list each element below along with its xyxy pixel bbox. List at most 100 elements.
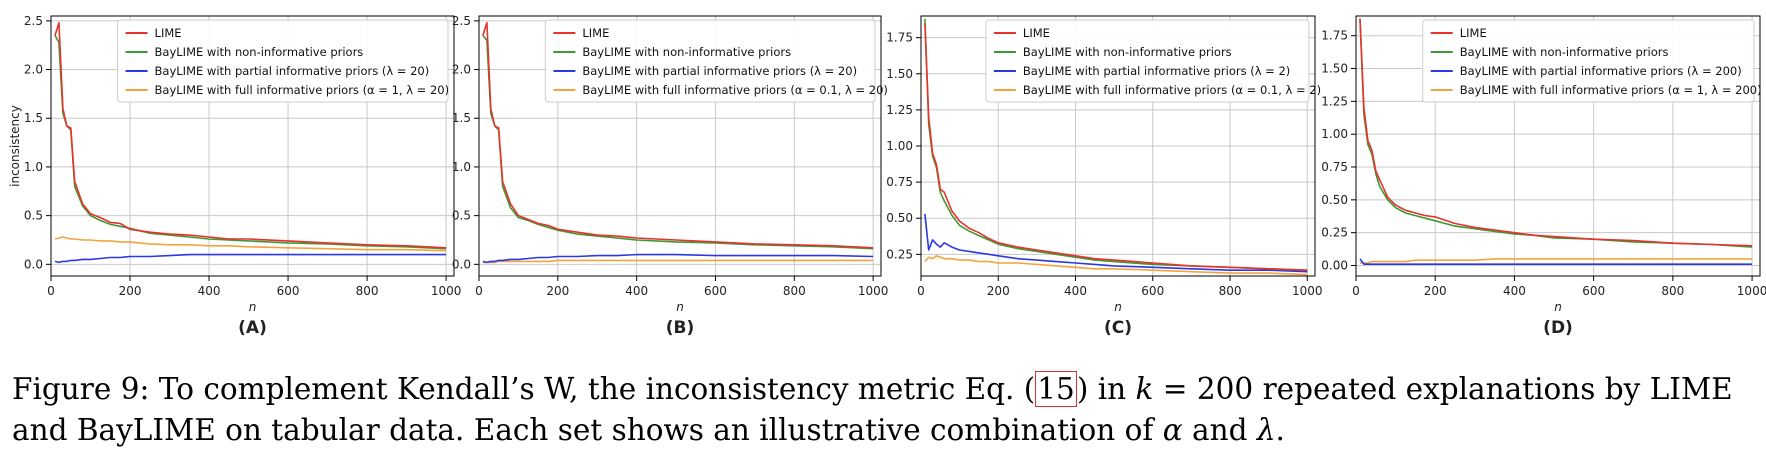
panel-label: (A) bbox=[238, 318, 267, 338]
x-tick-label: 800 bbox=[1661, 284, 1684, 298]
y-tick-label: 1.0 bbox=[24, 160, 43, 174]
x-tick-label: 400 bbox=[1503, 284, 1526, 298]
y-tick-label: 1.00 bbox=[1321, 127, 1348, 141]
legend-label-partial: BayLIME with partial informative priors … bbox=[1023, 64, 1290, 78]
x-tick-label: 0 bbox=[475, 284, 483, 298]
y-tick-label: 1.25 bbox=[1321, 94, 1348, 108]
caption-equals: = 200 repeated explanations by LIME and … bbox=[12, 372, 1733, 447]
series-line-partial bbox=[1359, 258, 1753, 266]
legend-label-partial: BayLIME with partial informative priors … bbox=[582, 64, 857, 78]
x-tick-label: 200 bbox=[546, 284, 569, 298]
y-tick-label: 0.75 bbox=[1321, 160, 1348, 174]
series-line-full bbox=[1360, 258, 1753, 264]
y-axis-label: inconsistency bbox=[8, 105, 22, 187]
y-tick-label: 0.50 bbox=[1321, 193, 1348, 207]
series-line-lime bbox=[54, 21, 447, 249]
plot-frame bbox=[50, 15, 455, 277]
y-tick-label: 2.0 bbox=[24, 63, 43, 77]
y-tick-label: 1.75 bbox=[886, 31, 913, 45]
x-tick-label: 800 bbox=[1219, 284, 1242, 298]
series-line-partial bbox=[482, 253, 874, 264]
y-tick-label: 0.5 bbox=[24, 209, 43, 223]
x-tick-label: 600 bbox=[277, 284, 300, 298]
series-line-noninf bbox=[482, 34, 874, 250]
caption-middle: ) in bbox=[1076, 372, 1136, 406]
x-tick-label: 600 bbox=[704, 284, 727, 298]
equation-reference-link[interactable]: 15 bbox=[1035, 371, 1077, 407]
legend-label-full: BayLIME with full informative priors (α … bbox=[1023, 83, 1321, 97]
y-tick-label: 1.50 bbox=[1321, 62, 1348, 76]
x-axis-label: n bbox=[249, 300, 257, 314]
caption-and: and bbox=[1182, 413, 1257, 447]
caption-math-lambda: λ bbox=[1256, 413, 1276, 447]
legend-label-noninf: BayLIME with non-informative priors bbox=[1023, 45, 1232, 59]
y-tick-label: 1.75 bbox=[1321, 29, 1348, 43]
legend-label-full: BayLIME with full informative priors (α … bbox=[1460, 83, 1762, 97]
legend-label-full: BayLIME with full informative priors (α … bbox=[582, 83, 888, 97]
x-tick-label: 600 bbox=[1582, 284, 1605, 298]
x-tick-label: 600 bbox=[1141, 284, 1164, 298]
x-tick-label: 400 bbox=[1064, 284, 1087, 298]
figure-panels: 0 200 400 600 800 1000 0.0 0.5 1.0 1.5 2.0 2.5 LIME B… bbox=[8, 14, 1766, 338]
y-tick-label: 2.5 bbox=[24, 14, 43, 28]
y-tick-label: 0.25 bbox=[1321, 226, 1348, 240]
panel-label: (C) bbox=[1104, 318, 1132, 338]
legend-label-partial: BayLIME with partial informative priors … bbox=[1460, 64, 1742, 78]
y-tick-label: 1.5 bbox=[452, 111, 471, 125]
series-line-noninf bbox=[54, 35, 447, 250]
panel-label: (D) bbox=[1543, 318, 1573, 338]
y-tick-label: 1.00 bbox=[886, 139, 913, 153]
series-line-partial bbox=[924, 213, 1308, 273]
x-axis-label: n bbox=[676, 300, 684, 314]
panel-label: (B) bbox=[666, 318, 695, 338]
legend-label-lime: LIME bbox=[1023, 26, 1050, 40]
series-line-full bbox=[482, 259, 874, 264]
legend-label-partial: BayLIME with partial informative priors … bbox=[155, 64, 430, 78]
caption-end: . bbox=[1275, 413, 1285, 447]
legend-box bbox=[1422, 19, 1755, 103]
legend-label-full: BayLIME with full informative priors (α … bbox=[155, 83, 450, 97]
x-tick-label: 0 bbox=[47, 284, 55, 298]
y-tick-label: 1.0 bbox=[452, 160, 471, 174]
x-tick-label: 1000 bbox=[431, 284, 462, 298]
y-tick-label: 1.5 bbox=[24, 111, 43, 125]
x-tick-label: 0 bbox=[917, 284, 925, 298]
x-tick-label: 800 bbox=[783, 284, 806, 298]
plot-frame bbox=[1355, 15, 1761, 277]
legend-label-noninf: BayLIME with non-informative priors bbox=[582, 45, 791, 59]
x-tick-label: 200 bbox=[987, 284, 1010, 298]
legend-label-lime: LIME bbox=[1460, 26, 1487, 40]
legend-box bbox=[544, 19, 876, 103]
series-line-full bbox=[924, 255, 1308, 276]
figure-caption: Figure 9: To complement Kendall’s W, the… bbox=[12, 369, 1757, 451]
y-tick-label: 0.75 bbox=[886, 175, 913, 189]
plot-frame bbox=[478, 15, 882, 277]
y-tick-label: 1.50 bbox=[886, 67, 913, 81]
legend: LIME BayLIME with non-informative priors B… bbox=[1422, 19, 1762, 103]
caption-prefix: Figure 9: To complement Kendall’s W, the… bbox=[12, 372, 1036, 406]
x-tick-label: 1000 bbox=[1737, 284, 1766, 298]
legend: LIME BayLIME with non-informative priors B… bbox=[544, 19, 888, 103]
y-tick-label: 0.50 bbox=[886, 211, 913, 225]
plot-frame bbox=[920, 15, 1316, 277]
series-line-lime bbox=[924, 23, 1308, 271]
x-tick-label: 200 bbox=[1424, 284, 1447, 298]
y-tick-label: 0.0 bbox=[452, 257, 471, 271]
x-tick-label: 200 bbox=[119, 284, 142, 298]
chart-panel-2: 0 200 400 600 800 1000 0.0 0.5 1.0 1.5 2.0 2.5 LIME B… bbox=[452, 14, 888, 338]
series-line-lime bbox=[482, 21, 874, 249]
legend-label-noninf: BayLIME with non-informative priors bbox=[1460, 45, 1669, 59]
x-tick-label: 1000 bbox=[858, 284, 889, 298]
series-line-lime bbox=[1359, 18, 1753, 247]
x-axis-label: n bbox=[1114, 300, 1122, 314]
x-tick-label: 400 bbox=[625, 284, 648, 298]
caption-math-k: k bbox=[1135, 372, 1154, 406]
x-tick-label: 800 bbox=[356, 284, 379, 298]
y-tick-label: 2.5 bbox=[452, 14, 471, 28]
legend: LIME BayLIME with non-informative priors B… bbox=[117, 19, 450, 103]
y-tick-label: 0.0 bbox=[24, 257, 43, 271]
legend-box bbox=[985, 19, 1310, 103]
legend-label-lime: LIME bbox=[582, 26, 609, 40]
x-tick-label: 0 bbox=[1352, 284, 1360, 298]
chart-panel-1: 0 200 400 600 800 1000 0.0 0.5 1.0 1.5 2.0 2.5 LIME B… bbox=[8, 14, 461, 338]
